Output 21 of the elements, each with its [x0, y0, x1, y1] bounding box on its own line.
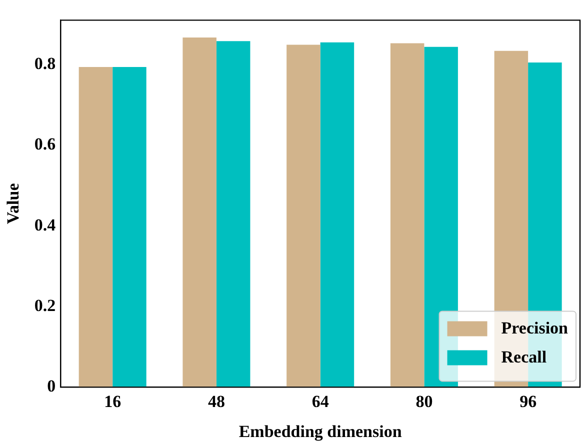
x-tick-label: 64	[312, 392, 330, 411]
bar	[390, 43, 424, 388]
bar	[182, 38, 216, 388]
y-tick-label: 0.6	[34, 134, 56, 154]
bar	[320, 42, 354, 388]
x-tick-label: 80	[416, 392, 433, 411]
x-tick-label: 96	[520, 392, 537, 411]
bar	[286, 44, 320, 388]
bar	[112, 66, 146, 388]
legend-label: Precision	[501, 318, 569, 338]
y-tick-label: 0.2	[34, 296, 56, 315]
x-axis-title: Embedding dimension	[238, 422, 402, 442]
bar	[78, 66, 113, 388]
y-tick-label: 0	[47, 376, 56, 396]
legend-label: Recall	[501, 348, 547, 367]
x-tick-label: 16	[104, 392, 122, 411]
x-tick-label: 48	[208, 392, 225, 411]
bar	[216, 41, 250, 388]
y-tick-label: 0.8	[34, 54, 56, 73]
y-tick-label: 0.4	[34, 215, 56, 234]
y-axis-title: Value	[4, 182, 23, 224]
